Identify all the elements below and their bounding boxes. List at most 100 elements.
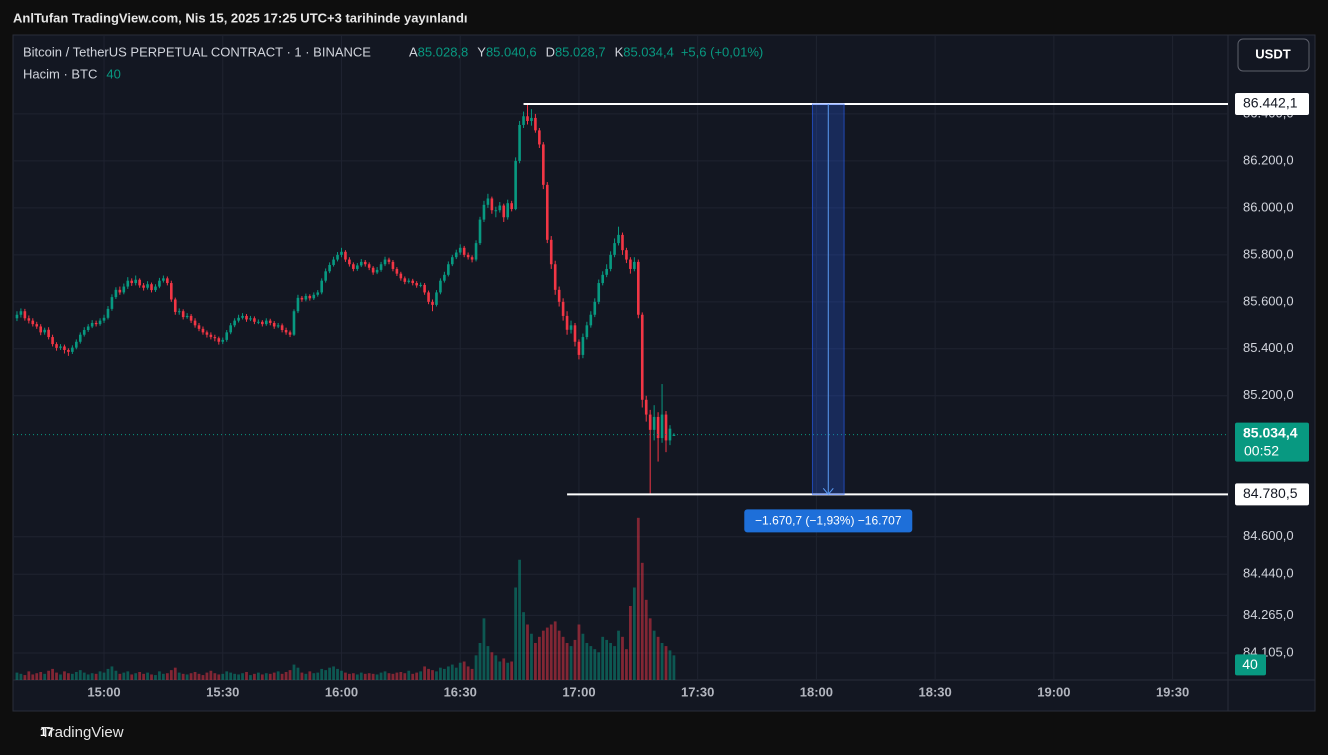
candle-body [510,203,513,210]
candle-body [284,330,288,333]
candle-body [138,279,141,286]
candle-body [660,414,664,439]
volume-bar [351,673,355,680]
candle-body [367,264,371,268]
candle-body [185,315,189,318]
volume-bar [530,633,533,680]
volume-bar [142,673,145,680]
candle-body [672,434,676,436]
candle-body [549,239,553,265]
candle-body [518,124,521,161]
measure-label-bg [744,509,913,533]
candle-body [359,261,363,266]
plot [15,104,676,680]
candle-body [486,198,490,205]
volume-bar [55,672,58,680]
volume-bar [601,636,605,680]
candle-body [625,250,628,260]
candle-body [387,259,391,262]
candle-body [597,283,601,302]
candle-body [577,341,581,355]
candle-body [98,320,102,325]
volume-bar [672,655,676,680]
volume-bar [193,671,197,680]
volume-bar [43,673,47,680]
volume-bar [162,673,165,680]
volume-bar [158,671,161,680]
change-value: +5,6 (+0,01%) [681,44,763,59]
volume-bar [98,671,102,680]
candle-body [415,283,418,286]
volume-bar [609,643,612,680]
y-tick-label: 86.000,0 [1243,199,1294,214]
volume-bar [597,652,601,680]
candle-body [490,198,494,211]
candle-body [23,311,27,319]
candle-body [375,269,379,273]
currency-button-label[interactable]: USDT [1255,46,1290,61]
y-tick-label: 85.800,0 [1243,246,1294,261]
volume-bar [573,639,577,680]
candle-body [19,311,23,315]
candle-body [245,315,248,320]
candle-body [617,234,620,244]
candle-body [613,243,616,255]
candle-body [225,332,229,340]
header: AnlTufan TradingView.com, Nis 15, 2025 1… [13,10,468,25]
candle-body [177,311,181,313]
volume-bar [427,668,430,680]
volume-bar [486,646,490,680]
candle-body [300,297,304,300]
volume-bar [446,666,450,680]
candle-body [395,268,399,274]
candle-body [383,259,387,265]
candle-body [94,322,98,325]
currency-button[interactable] [1237,38,1310,72]
candle-body [78,334,82,342]
candle-body [261,321,264,325]
volume-bar [577,624,581,680]
candle-body [118,289,122,293]
legend-value: 85.028,7 [555,44,606,59]
volume-bar [268,673,272,680]
candle-body [158,280,161,287]
volume-bar [585,643,589,680]
candle-body [542,144,545,185]
candle-body [257,321,260,323]
volume-bar [165,673,169,680]
candle-body [538,130,541,145]
volume-bar [383,671,387,680]
candle-body [637,261,640,315]
volume-bar [312,673,316,680]
legend-key: Y [477,44,486,59]
candle-body [474,243,478,260]
volume-bar [23,675,27,680]
candle-body [419,284,422,286]
volume-bar [613,646,616,680]
candle-body [652,416,656,430]
candle-body [443,274,446,281]
candle-body [593,301,597,315]
candle-body [514,160,517,210]
volume-bar [47,670,51,680]
candle-body [522,116,525,125]
volume-bar [569,646,573,680]
volume-bar [126,671,130,680]
volume-bar [340,670,343,680]
candle-body [621,234,624,251]
legend-key: K [615,44,624,59]
candle-body [352,264,355,269]
volume-bar [82,672,86,680]
volume-bar [435,671,438,680]
candle-body [15,314,19,319]
volume-bar [134,673,138,680]
candle-body [403,278,407,282]
candle-body [130,280,134,284]
candle-body [86,326,90,331]
price-label-bg [1235,483,1309,506]
candle-body [363,261,367,265]
volume-bar [284,671,288,680]
candle-body [189,315,193,321]
volume-bar [664,646,668,680]
candle-body [55,344,58,348]
